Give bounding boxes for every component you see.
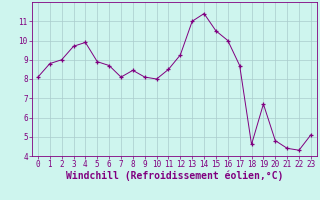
X-axis label: Windchill (Refroidissement éolien,°C): Windchill (Refroidissement éolien,°C) [66,171,283,181]
